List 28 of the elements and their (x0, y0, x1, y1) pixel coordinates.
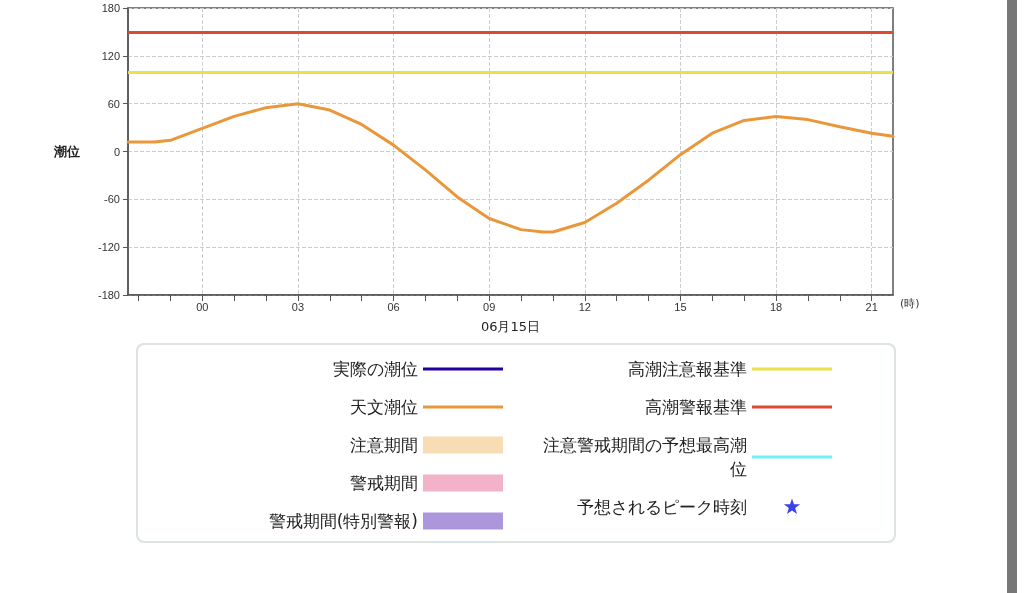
line-series (126, 102, 895, 234)
legend-label: 警戒期間(特別警報) (268, 511, 418, 531)
legend-label: 注意期間 (350, 435, 418, 455)
y-tick-label: 180 (101, 2, 120, 14)
y-tick-label: 60 (107, 97, 120, 110)
x-tick-label: 12 (578, 300, 591, 313)
y-axis-title: 潮位 (53, 144, 80, 159)
legend-label: 高潮警報基準 (645, 397, 747, 417)
y-tick-label: 0 (113, 145, 120, 158)
legend-label: 注意警戒期間の予想最高潮位 (543, 435, 747, 479)
y-tick-label: -120 (97, 241, 120, 254)
legend-label: 実際の潮位 (333, 359, 418, 379)
x-tick-label: 06 (387, 300, 400, 313)
legend-label: 予想されるピーク時刻 (577, 497, 747, 517)
x-tick-label: 03 (291, 300, 305, 313)
y-tick-label: -180 (97, 289, 120, 301)
x-tick-label: 21 (865, 300, 878, 313)
x-tick-label: 00 (196, 300, 209, 313)
legend-label: 警戒期間 (350, 473, 418, 493)
x-tick-label: 18 (769, 300, 783, 313)
text: (時) (900, 297, 920, 310)
y-tick-label: -60 (104, 193, 120, 206)
y-tick-label: 120 (101, 49, 120, 62)
x-tick-label: 15 (674, 300, 687, 313)
legend-label: 天文潮位 (350, 397, 418, 417)
x-tick-label: 09 (483, 300, 496, 313)
x-axis-title: 06月15日 (480, 319, 541, 334)
legend-label: 高潮注意報基準 (628, 359, 747, 379)
